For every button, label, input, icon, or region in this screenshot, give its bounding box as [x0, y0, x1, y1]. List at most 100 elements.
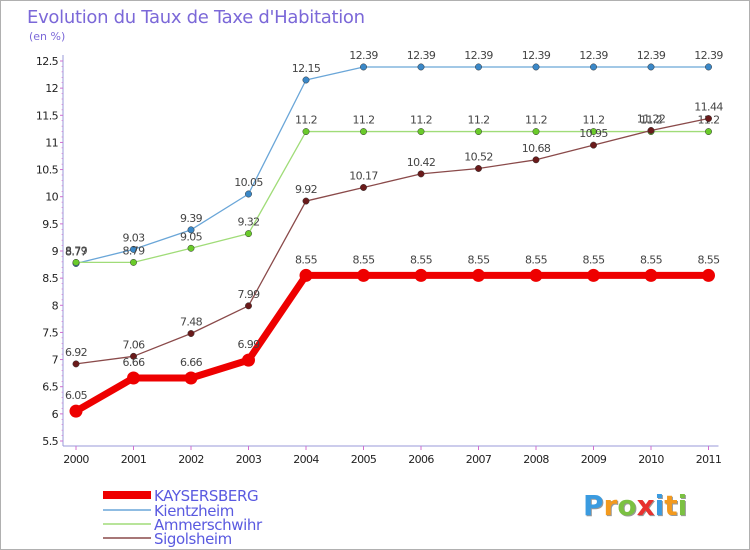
- data-label: 8.77: [65, 245, 88, 258]
- data-label: 11.2: [525, 114, 547, 127]
- y-tick-label: 12: [45, 82, 58, 95]
- data-label: 6.99: [237, 338, 260, 351]
- legend-label: KAYSERSBERG: [154, 487, 258, 505]
- data-point: [245, 190, 252, 198]
- data-point: [705, 63, 712, 71]
- chart-unit-label: (en %): [29, 30, 66, 43]
- data-label: 8.55: [525, 253, 548, 266]
- data-label: 9.39: [180, 212, 203, 225]
- x-tick-label: 2006: [408, 453, 434, 466]
- data-point: [187, 244, 195, 252]
- y-tick-label: 9.5: [42, 218, 58, 231]
- data-label: 12.39: [407, 49, 436, 62]
- data-label: 12.39: [637, 49, 666, 62]
- logo-letter: x: [636, 489, 655, 522]
- data-point: [417, 63, 425, 71]
- series-line: [75, 117, 710, 365]
- data-point: [647, 127, 655, 134]
- data-label: 8.79: [65, 244, 88, 257]
- x-tick-label: 2002: [178, 453, 204, 466]
- y-tick-label: 8: [52, 299, 59, 312]
- data-label: 11.2: [467, 114, 489, 127]
- data-point: [475, 128, 482, 136]
- data-label: 12.39: [579, 49, 608, 62]
- data-label: 10.68: [522, 142, 551, 155]
- y-tick-label: 10: [45, 191, 58, 204]
- x-tick-label: 2008: [523, 453, 549, 466]
- data-label: 8.55: [352, 253, 375, 266]
- data-point: [705, 128, 712, 136]
- data-label: 10.05: [234, 176, 263, 189]
- data-point: [184, 371, 198, 385]
- data-point: [590, 141, 597, 149]
- data-label: 11.2: [410, 114, 432, 127]
- data-label: 7.99: [237, 288, 260, 301]
- data-label: 11.22: [637, 112, 666, 125]
- y-tick-label: 9: [52, 245, 59, 258]
- series-kientzheim: 8.77 9.03 9.39 10.05 12.15 12.39 12.39 12.39 12.…: [65, 49, 724, 267]
- data-label: 9.32: [237, 216, 259, 229]
- data-point: [705, 115, 712, 122]
- data-point: [360, 128, 367, 136]
- data-point: [130, 258, 137, 266]
- data-label: 6.66: [180, 356, 203, 369]
- data-point: [302, 76, 310, 84]
- data-point: [245, 230, 252, 238]
- x-tick-label: 2007: [466, 453, 492, 466]
- data-point: [475, 165, 482, 172]
- data-label: 10.42: [407, 156, 436, 169]
- data-point: [472, 268, 485, 282]
- data-label: 12.15: [292, 62, 321, 75]
- data-label: 6.66: [122, 356, 145, 369]
- data-label: 8.55: [295, 253, 318, 266]
- y-tick-label: 7.5: [42, 326, 58, 339]
- data-label: 8.55: [640, 253, 663, 266]
- data-point: [360, 63, 367, 71]
- x-tick-label: 2004: [293, 453, 319, 466]
- logo-letter: P: [583, 489, 604, 522]
- x-tick-label: 2003: [236, 453, 262, 466]
- data-point: [532, 156, 540, 164]
- data-label: 11.2: [352, 114, 374, 127]
- data-label: 11.2: [640, 114, 662, 127]
- data-point: [127, 371, 140, 385]
- data-label: 9.92: [295, 183, 317, 196]
- chart-title: Evolution du Taux de Taxe d'Habitation: [27, 7, 365, 28]
- data-label: 12.39: [349, 49, 378, 62]
- data-label: 8.79: [122, 244, 145, 257]
- data-point: [357, 268, 370, 282]
- logo-letter: t: [664, 489, 678, 522]
- data-label: 7.48: [180, 316, 203, 329]
- x-tick-label: 2009: [581, 453, 607, 466]
- y-tick-label: 8.5: [42, 272, 58, 285]
- data-label: 12.39: [522, 49, 551, 62]
- data-point: [702, 268, 715, 282]
- data-point: [72, 360, 80, 368]
- y-tick-label: 6.5: [42, 381, 58, 394]
- data-point: [644, 268, 658, 282]
- y-tick-label: 10.5: [36, 164, 59, 177]
- x-tick-label: 2001: [121, 453, 147, 466]
- y-tick-label: 7: [52, 354, 59, 367]
- data-label: 9.03: [122, 231, 145, 244]
- data-point: [590, 63, 597, 71]
- y-tick-label: 6: [52, 408, 59, 421]
- data-point: [130, 245, 137, 253]
- legend-label: Kientzheim: [154, 502, 234, 520]
- data-point: [242, 353, 255, 367]
- data-label: 11.44: [694, 101, 723, 114]
- data-point: [532, 63, 540, 71]
- x-tick-label: 2010: [638, 453, 664, 466]
- y-tick-label: 12.5: [36, 55, 59, 68]
- data-point: [532, 128, 540, 136]
- logo-letter: i: [677, 489, 688, 522]
- data-point: [529, 268, 543, 282]
- data-label: 8.55: [467, 253, 490, 266]
- data-point: [475, 63, 482, 71]
- data-label: 10.52: [464, 150, 493, 163]
- series-line: [75, 130, 710, 264]
- data-label: 12.39: [694, 49, 723, 62]
- data-point: [187, 226, 195, 234]
